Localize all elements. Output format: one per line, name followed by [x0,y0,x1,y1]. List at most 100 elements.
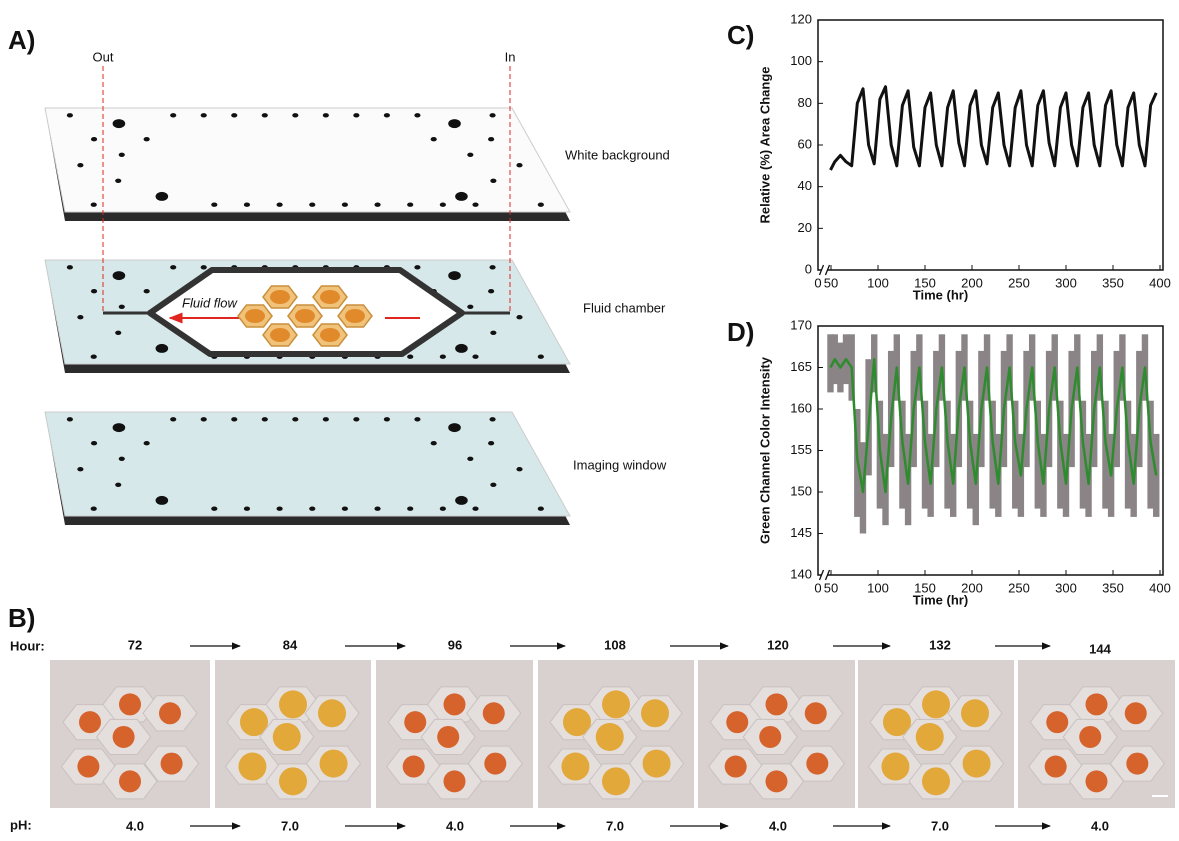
hole [448,423,461,432]
hole [440,355,446,359]
hole [119,457,125,461]
photo-sample [561,753,589,781]
hole [262,113,268,117]
hole [407,355,413,359]
photo-sample [1086,693,1108,715]
hole [467,305,473,309]
sample [345,309,365,323]
hole [309,203,315,207]
y-tick-label: 40 [798,178,812,193]
x-tick-label: 50 [824,275,838,290]
hole [231,113,237,117]
ph-value: 7.0 [606,818,624,833]
photo-sample [1125,702,1147,724]
hour-value: 72 [128,637,142,652]
photo-sample [484,753,506,775]
hole [170,417,176,421]
hole [91,355,97,359]
photo-sample [725,756,747,778]
photo-sample [483,702,505,724]
ph-value: 4.0 [1091,818,1109,833]
photo-sample [805,702,827,724]
hole [414,113,420,117]
hole [455,496,468,505]
hole [91,507,97,511]
hole [472,203,478,207]
photo-sample [881,753,909,781]
x-tick-label: 50 [824,580,838,595]
hole [115,179,121,183]
photo-sample [113,726,135,748]
x-tick-label: 400 [1149,275,1171,290]
hole [292,113,298,117]
y-tick-label: 145 [790,525,812,540]
hole [374,507,380,511]
hole [538,355,544,359]
photo-sample [963,750,991,778]
sample [270,328,290,342]
photo-sample [79,711,101,733]
hole [538,203,544,207]
x-tick-label: 100 [867,275,889,290]
hole [115,483,121,487]
y-tick-label: 120 [790,11,812,26]
hole [144,137,150,141]
hole [440,507,446,511]
photo-sample [1045,756,1067,778]
photo-sample [961,699,989,727]
hour-value: 108 [604,637,626,652]
y-axis-title: Green Channel Color Intensity [757,356,772,544]
hole [277,203,283,207]
ph-value: 7.0 [931,818,949,833]
hole [113,423,126,432]
photo-sample [437,726,459,748]
photo-sample [119,770,141,792]
hole [342,507,348,511]
hole [77,163,83,167]
ph-value: 7.0 [281,818,299,833]
x-axis-title: Time (hr) [913,287,968,302]
x-tick-label: 350 [1102,580,1124,595]
panel-a: Fluid flow [45,66,570,525]
y-tick-label: 80 [798,95,812,110]
figure: Fluid flow 724.0847.0964.01087.01204.013… [0,0,1179,836]
hole [467,153,473,157]
photo-sample [279,690,307,718]
y-tick-label: 150 [790,483,812,498]
hole [144,441,150,445]
hole [440,203,446,207]
hole [490,331,496,335]
hole [489,113,495,117]
hole [455,344,468,353]
photo-sample [1086,770,1108,792]
sample [295,309,315,323]
layer-label: Imaging window [573,457,667,472]
hole [516,315,522,319]
hole [448,271,461,280]
panel-label: C) [727,20,754,50]
photo-sample [1126,753,1148,775]
hole [407,203,413,207]
in-label: In [505,49,516,64]
photo-sample [159,702,181,724]
hole [91,137,97,141]
hour-value: 84 [283,637,298,652]
hole [67,113,73,117]
ph-value: 4.0 [446,818,464,833]
flow-label: Fluid flow [182,295,239,310]
hole [323,113,329,117]
photo-sample [602,767,630,795]
hole [516,467,522,471]
hole [113,271,126,280]
photo-sample [766,770,788,792]
spread-band [1153,434,1159,517]
x-tick-label: 300 [1055,580,1077,595]
hole [156,496,169,505]
hole [211,507,217,511]
panel-label: B) [8,603,35,633]
hole [201,417,207,421]
y-axis-title: Relative (%) Area Change [757,66,772,223]
photo-sample [444,770,466,792]
hole [516,163,522,167]
photo-sample [119,693,141,715]
